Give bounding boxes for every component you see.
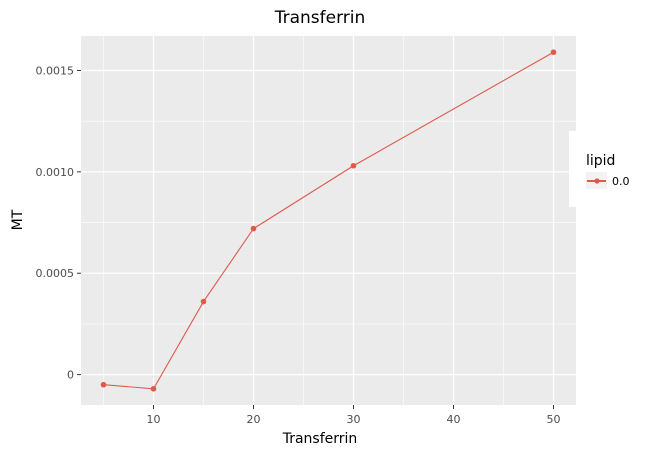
legend: lipid 0.0 <box>569 131 630 207</box>
legend-background <box>569 131 609 207</box>
series-line <box>103 51 554 390</box>
data-point <box>150 385 157 392</box>
axis-ticks: 10 20 30 40 50 0 0.0005 0.0010 0.0015 <box>36 64 561 426</box>
y-axis-title: MT <box>10 209 26 230</box>
legend-title: lipid <box>586 153 615 169</box>
x-tick-label: 40 <box>447 413 461 426</box>
x-tick-label: 50 <box>547 413 561 426</box>
chart-title: Transferrin <box>274 8 366 28</box>
data-point <box>350 162 357 169</box>
y-tick-label: 0.0015 <box>36 64 75 77</box>
y-tick-label: 0 <box>67 369 74 382</box>
y-tick-label: 0.0005 <box>36 267 75 280</box>
data-point <box>200 298 207 305</box>
legend-key-point <box>594 178 600 184</box>
x-axis-title: Transferrin <box>282 431 358 447</box>
x-tick-label: 10 <box>147 413 161 426</box>
minor-grid <box>81 36 576 405</box>
x-tick-label: 30 <box>347 413 361 426</box>
plot-panel <box>81 36 576 405</box>
data-point <box>550 49 557 56</box>
y-tick-label: 0.0010 <box>36 166 75 179</box>
legend-label: 0.0 <box>612 175 630 188</box>
major-grid <box>81 36 576 405</box>
series-layer <box>100 49 557 392</box>
x-tick-label: 20 <box>247 413 261 426</box>
data-point <box>250 225 257 232</box>
data-point <box>100 381 107 388</box>
